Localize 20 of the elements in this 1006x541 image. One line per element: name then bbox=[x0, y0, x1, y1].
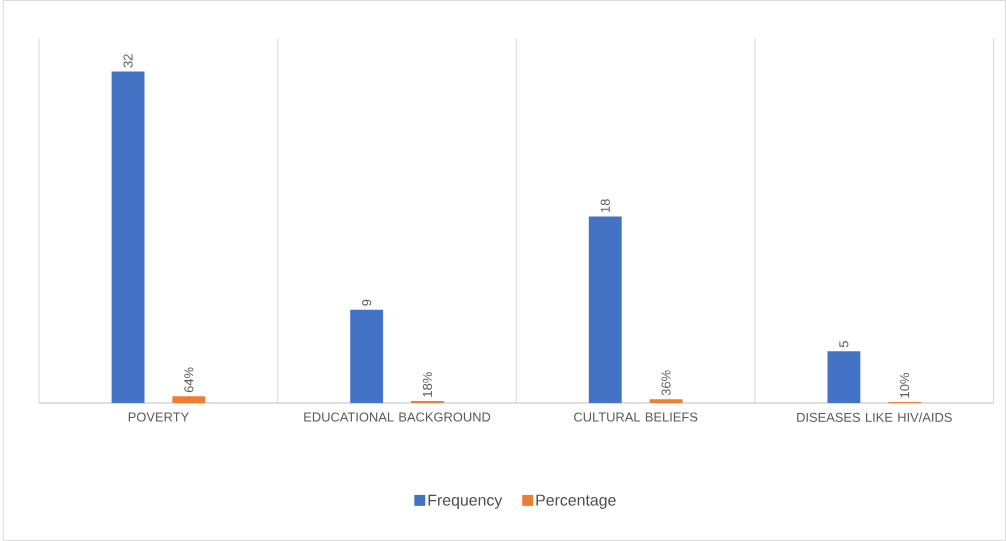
bar bbox=[588, 216, 622, 403]
x-tick-label: POVERTY bbox=[128, 412, 189, 422]
bar bbox=[350, 309, 384, 403]
bar bbox=[111, 71, 145, 403]
x-tick-label: DISEASES LIKE HIV/AIDS bbox=[797, 412, 952, 422]
data-label: 32 bbox=[123, 54, 133, 68]
data-label: 9 bbox=[362, 299, 372, 306]
legend-label: Percentage bbox=[536, 494, 616, 509]
data-label: 18 bbox=[600, 199, 610, 213]
data-label: 10% bbox=[900, 373, 910, 398]
x-tick-label: CULTURAL BELIEFS bbox=[574, 412, 698, 422]
data-label: 64% bbox=[184, 367, 194, 393]
data-label: 18% bbox=[422, 372, 432, 397]
bar bbox=[827, 351, 861, 403]
bar bbox=[649, 399, 683, 403]
bar bbox=[172, 396, 206, 403]
legend-label: Frequency bbox=[428, 494, 503, 509]
data-label: 5 bbox=[839, 341, 849, 348]
x-tick-label: EDUCATIONAL BACKGROUND bbox=[304, 412, 491, 422]
data-label: 36% bbox=[661, 370, 671, 396]
